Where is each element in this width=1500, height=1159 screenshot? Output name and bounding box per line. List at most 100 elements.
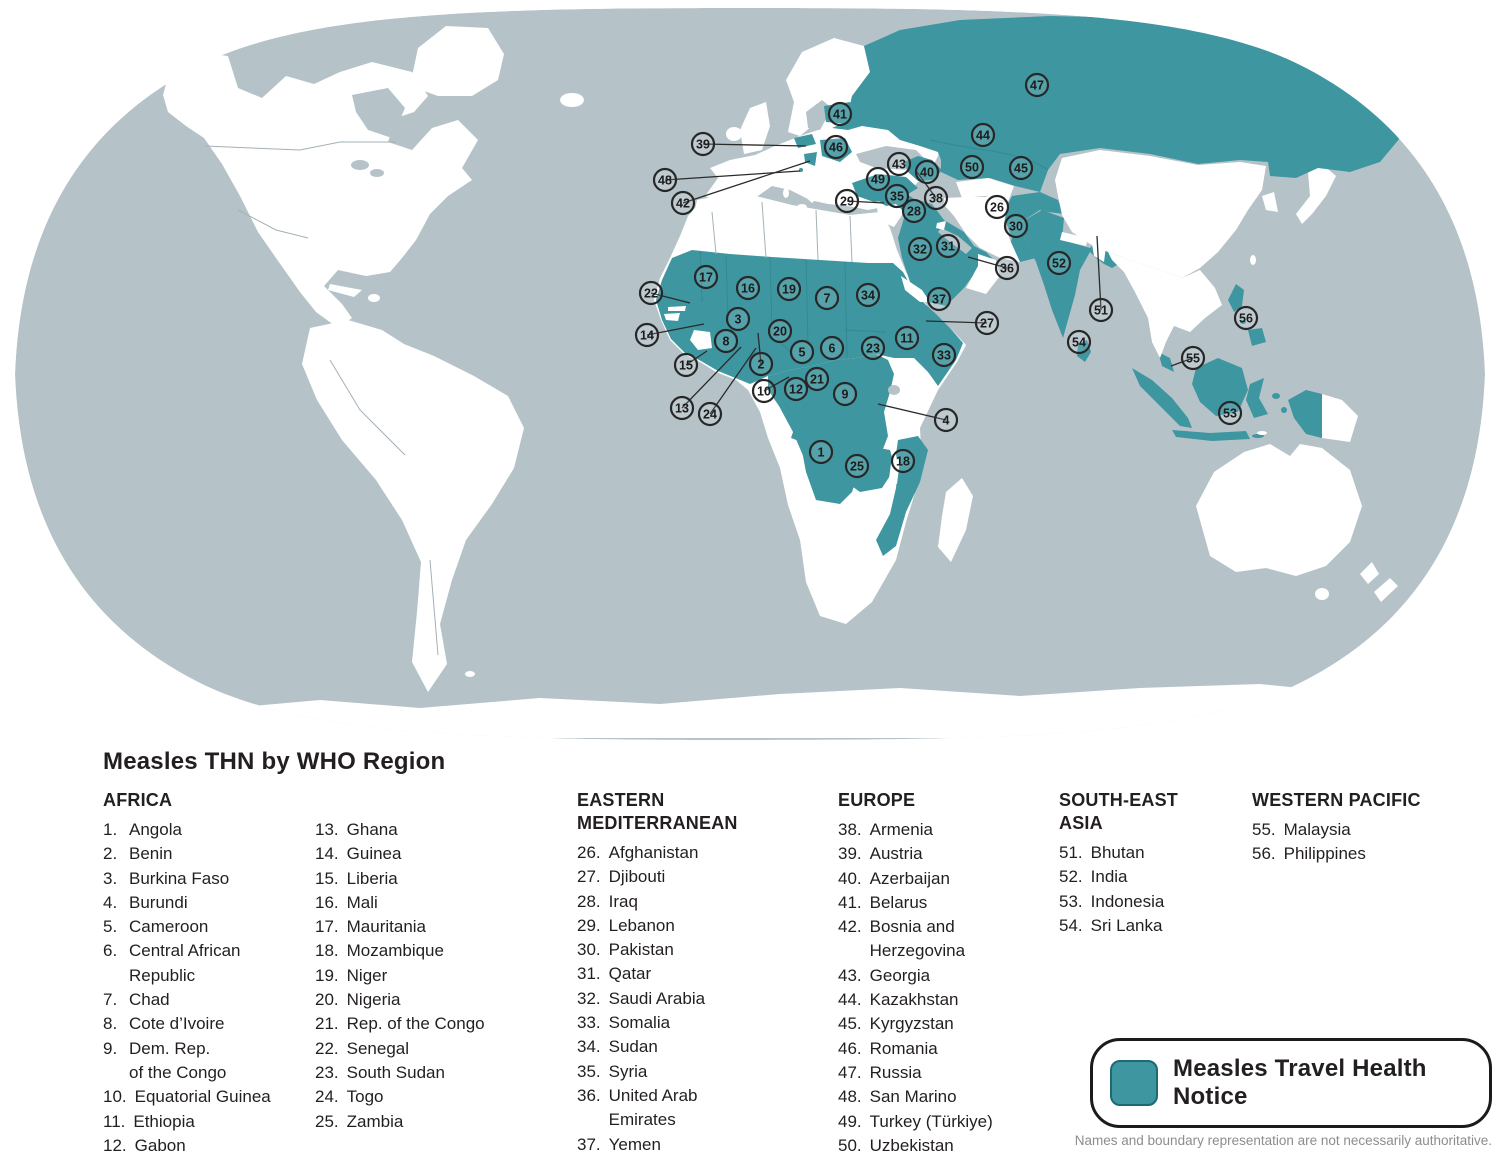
map-marker-36: 36 [994, 255, 1020, 281]
country-list-item: 41. Belarus [838, 891, 993, 915]
country-list-item: 46. Romania [838, 1037, 993, 1061]
marker-leader-line-10 [763, 376, 790, 392]
marker-leader-line-51 [1096, 235, 1102, 311]
item-number: 38. [838, 820, 862, 839]
item-country: Bhutan [1090, 843, 1145, 862]
border-south-america [329, 359, 439, 656]
region-column-europe: EUROPE 38. Armenia 39. Austria 40. Azerbaijan 4… [838, 789, 993, 1158]
svg-text:3: 3 [735, 313, 742, 327]
country-list-item: 56. Philippines [1252, 842, 1421, 866]
region-column-africa: AFRICA 1. Angola 2. Benin 3. Burkina Faso 4. Bur… [103, 789, 271, 1158]
country-list-item: 6. Central African Republic [103, 939, 271, 988]
country-list-item: 11. Ethiopia [103, 1110, 271, 1134]
svg-text:30: 30 [1009, 220, 1023, 234]
item-country: Malaysia [1283, 820, 1351, 839]
country-list-item: 26. Afghanistan [577, 841, 738, 865]
country-list-item: 16. Mali [315, 891, 485, 915]
svg-text:24: 24 [703, 408, 717, 422]
sahel-horn-band [656, 250, 963, 386]
country-list-item: 53. Indonesia [1059, 890, 1178, 914]
sierra-leone [690, 330, 712, 350]
svg-text:44: 44 [976, 129, 990, 143]
item-number: 25. [315, 1111, 339, 1131]
item-number: 13. [315, 820, 339, 839]
svg-text:12: 12 [789, 383, 803, 397]
item-number: 3. [103, 868, 118, 888]
russia-central-asia [832, 16, 1438, 192]
item-number: 40. [838, 868, 862, 888]
map-marker-34: 34 [855, 282, 881, 308]
item-country: Niger [346, 965, 388, 985]
svg-text:55: 55 [1186, 352, 1200, 366]
region-column-south-east-asia: SOUTH-EAST ASIA 51. Bhutan 52. India 53. Indon… [1059, 789, 1178, 938]
philippines-visayas [1240, 320, 1246, 324]
country-list-item: 35. Syria [577, 1060, 738, 1084]
svg-text:6: 6 [829, 342, 836, 356]
item-number: 37. [577, 1134, 601, 1154]
map-marker-38: 38 [923, 185, 949, 211]
tasmania [1315, 588, 1329, 600]
item-country: Bosnia and Herzegovina [869, 917, 966, 961]
item-number: 33. [577, 1013, 601, 1033]
map-marker-18: 18 [890, 448, 916, 474]
cuba [328, 284, 362, 297]
svg-text:41: 41 [833, 108, 847, 122]
country-list-item: 9. Dem. Rep. of the Congo [103, 1037, 271, 1086]
iceland [560, 93, 584, 107]
svg-text:45: 45 [1014, 162, 1028, 176]
item-country: Ghana [346, 820, 398, 839]
item-number: 50. [838, 1135, 862, 1155]
item-country: Central African Republic [129, 941, 241, 985]
country-list-item: 15. Liberia [315, 867, 485, 891]
country-list-item: 23. South Sudan [315, 1061, 485, 1085]
item-number: 53. [1059, 891, 1083, 911]
item-country: Georgia [869, 965, 931, 985]
hudson-bay [352, 88, 405, 138]
svg-text:21: 21 [810, 373, 824, 387]
madagascar [938, 478, 973, 562]
item-country: Syria [608, 1061, 648, 1081]
item-number: 18. [315, 941, 339, 961]
papua-new-guinea [1322, 394, 1358, 442]
svg-text:5: 5 [799, 346, 806, 360]
new-zealand-north [1360, 562, 1379, 584]
map-marker-2: 2 [748, 351, 774, 377]
item-number: 11. [103, 1111, 126, 1131]
region-column-western-pacific: WESTERN PACIFIC 55. Malaysia 56. Philippines [1252, 789, 1421, 867]
svg-text:14: 14 [640, 329, 654, 343]
item-number: 55. [1252, 820, 1276, 839]
continent-north-america [163, 52, 478, 328]
country-list-item: 32. Saudi Arabia [577, 987, 738, 1011]
map-marker-10: 10 [751, 378, 777, 404]
page-title: Measles THN by WHO Region [103, 748, 446, 775]
malay-peninsula [1158, 352, 1174, 372]
item-number: 30. [577, 940, 601, 960]
map-marker-47: 47 [1024, 72, 1050, 98]
item-country: Cote d’Ivoire [129, 1014, 225, 1034]
item-country: Senegal [346, 1038, 410, 1058]
border-us-canada [204, 141, 396, 151]
great-lake-2 [370, 169, 384, 177]
item-country: Turkey (Türkiye) [869, 1111, 993, 1131]
svg-text:46: 46 [829, 141, 843, 155]
item-number: 28. [577, 891, 601, 911]
greece [840, 183, 854, 200]
map-marker-55: 55 [1180, 345, 1206, 371]
philippines-luzon [1228, 284, 1244, 312]
map-marker-32: 32 [907, 236, 933, 262]
item-country: Benin [129, 844, 173, 864]
item-country: India [1090, 867, 1128, 887]
svg-text:56: 56 [1239, 312, 1253, 326]
item-country: Gabon [134, 1135, 186, 1155]
item-number: 52. [1059, 867, 1083, 887]
map-marker-11: 11 [894, 325, 920, 351]
map-marker-17: 17 [693, 264, 719, 290]
country-list-item: 50. Uzbekistan [838, 1134, 993, 1158]
item-number: 21. [315, 1014, 339, 1034]
marker-leader-line-13 [681, 346, 742, 409]
item-country: Mauritania [346, 917, 427, 937]
moluccas-2 [1281, 407, 1287, 413]
item-number: 1. [103, 820, 118, 839]
country-list-item: 36. United Arab Emirates [577, 1084, 738, 1133]
great-lake [351, 160, 369, 170]
